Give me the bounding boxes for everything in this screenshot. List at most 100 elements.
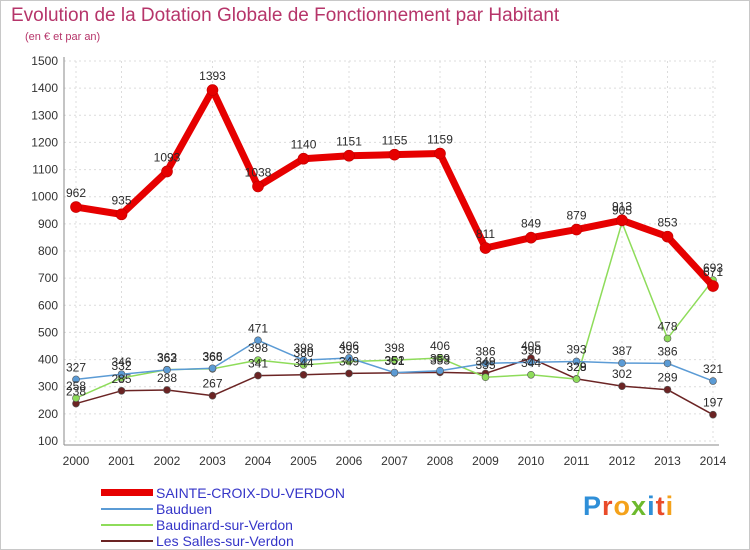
logo-letter: t — [655, 491, 666, 521]
data-point — [254, 336, 262, 345]
data-label: 302 — [612, 367, 632, 381]
data-label: 1140 — [291, 138, 317, 152]
y-tick-label: 1300 — [31, 108, 58, 122]
x-tick-label: 2005 — [290, 454, 317, 468]
data-point — [479, 242, 492, 254]
data-point — [117, 370, 126, 379]
x-tick-label: 2008 — [427, 454, 454, 468]
legend-swatch — [101, 524, 153, 526]
data-label: 853 — [657, 216, 677, 230]
data-point — [206, 84, 219, 96]
data-point — [390, 356, 399, 364]
data-label: 1155 — [382, 134, 408, 148]
data-label: 368 — [202, 349, 222, 363]
logo-letter: o — [613, 491, 632, 521]
y-tick-label: 1400 — [31, 81, 58, 95]
data-label: 328 — [566, 360, 586, 374]
data-label: 1393 — [199, 69, 226, 83]
data-point — [618, 359, 626, 367]
data-point — [709, 377, 717, 385]
data-label: 363 — [157, 351, 177, 365]
data-point — [208, 391, 217, 400]
data-label: 393 — [566, 342, 586, 356]
data-label: 849 — [521, 217, 541, 231]
y-tick-label: 1000 — [31, 190, 58, 204]
data-label: 393 — [339, 342, 359, 356]
y-tick-label: 100 — [38, 434, 58, 448]
data-point — [117, 386, 126, 395]
logo-letter: x — [631, 491, 648, 521]
data-label: 288 — [157, 371, 177, 385]
data-label: 327 — [66, 360, 86, 374]
x-tick-label: 2003 — [199, 454, 226, 468]
data-point — [663, 334, 672, 343]
data-label: 478 — [657, 319, 677, 333]
data-point — [436, 354, 444, 362]
y-tick-label: 1200 — [31, 135, 58, 149]
data-point — [525, 231, 537, 244]
data-point — [252, 180, 264, 193]
data-label: 905 — [612, 204, 632, 218]
x-tick-label: 2012 — [609, 454, 636, 468]
logo-letter: i — [665, 491, 675, 521]
data-point — [436, 366, 444, 375]
data-point — [616, 214, 628, 227]
x-tick-label: 2007 — [381, 454, 408, 468]
legend-item-les-salles: Les Salles-sur-Verdon — [101, 533, 401, 549]
logo-letter: P — [583, 491, 603, 521]
data-label: 238 — [66, 385, 86, 399]
chart-subtitle: (en € et par an) — [25, 31, 101, 43]
x-tick-label: 2002 — [154, 454, 181, 468]
data-label: 671 — [703, 265, 723, 279]
data-label: 335 — [475, 358, 495, 372]
data-label: 362 — [157, 351, 177, 365]
proxiti-logo: Proxiti — [583, 491, 674, 522]
data-point — [481, 373, 490, 382]
x-tick-label: 2013 — [654, 454, 681, 468]
data-label: 406 — [339, 339, 359, 353]
data-label: 289 — [657, 371, 677, 385]
y-tick-label: 400 — [38, 353, 58, 367]
data-label: 351 — [384, 354, 404, 368]
legend-label: Baudinard-sur-Verdon — [156, 517, 293, 533]
data-point — [434, 147, 446, 160]
data-label: 471 — [248, 321, 268, 335]
data-label: 935 — [111, 193, 131, 207]
data-point — [297, 152, 310, 165]
data-point — [345, 369, 353, 378]
x-tick-label: 2010 — [518, 454, 545, 468]
legend-label: Bauduen — [156, 501, 213, 517]
data-point — [388, 148, 401, 161]
data-point — [343, 149, 355, 162]
data-label: 344 — [293, 356, 313, 370]
chart-title: Evolution de la Dotation Globale de Fonc… — [11, 5, 560, 26]
data-label: 359 — [430, 352, 450, 366]
data-point — [572, 375, 581, 383]
data-label: 405 — [521, 339, 541, 353]
data-point — [345, 354, 353, 362]
data-point — [618, 382, 626, 390]
legend-label: SAINTE-CROIX-DU-VERDON — [156, 485, 346, 501]
x-tick-label: 2000 — [63, 454, 90, 468]
legend-item-sainte-croix: SAINTE-CROIX-DU-VERDON — [101, 485, 401, 501]
data-label: 398 — [248, 341, 268, 355]
data-label: 398 — [384, 341, 404, 355]
data-point — [663, 385, 672, 394]
x-tick-label: 2001 — [108, 454, 135, 468]
data-label: 811 — [476, 227, 495, 241]
data-point — [570, 223, 583, 236]
data-label: 1093 — [154, 150, 181, 164]
data-point — [707, 280, 719, 292]
data-label: 258 — [66, 379, 86, 393]
data-label: 1159 — [427, 133, 453, 147]
data-label: 879 — [566, 209, 586, 223]
data-label: 913 — [612, 199, 632, 213]
data-label: 346 — [111, 355, 131, 369]
data-label: 406 — [430, 339, 450, 353]
legend-swatch — [101, 489, 153, 496]
y-tick-label: 500 — [38, 325, 58, 339]
data-label: 332 — [111, 359, 131, 373]
x-tick-label: 2004 — [245, 454, 272, 468]
